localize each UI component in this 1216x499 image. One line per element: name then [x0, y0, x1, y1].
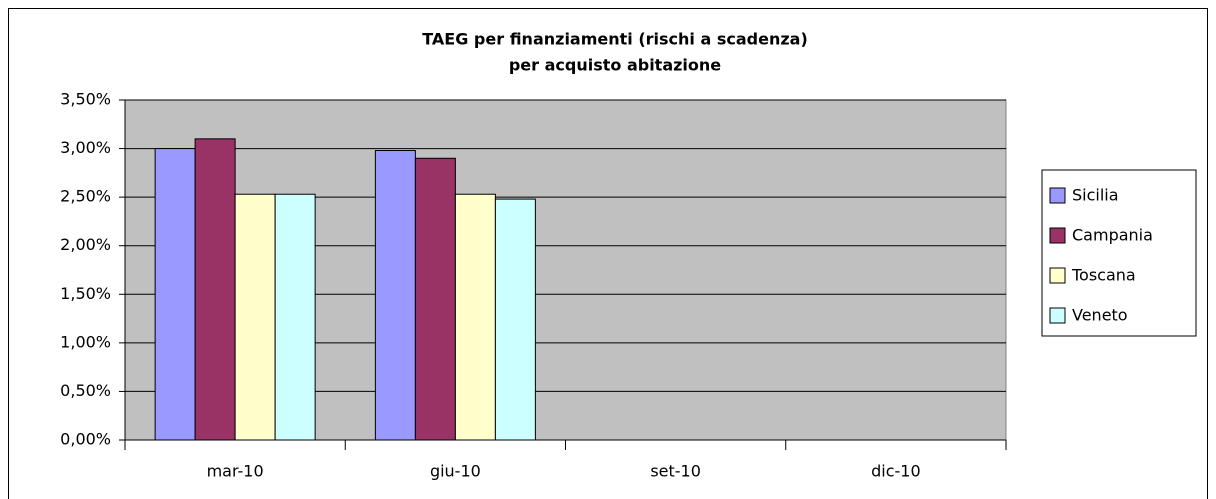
chart-subtitle: per acquisto abitazione	[509, 56, 721, 75]
y-tick-label: 0,00%	[60, 430, 111, 449]
legend-swatch	[1049, 227, 1066, 244]
legend-label: Toscana	[1071, 266, 1136, 285]
y-tick-label: 2,50%	[60, 187, 111, 206]
bar	[234, 193, 276, 441]
legend-label: Veneto	[1072, 306, 1128, 325]
legend-swatch	[1049, 267, 1066, 284]
bar	[154, 148, 196, 441]
legend-swatch	[1049, 307, 1066, 324]
bar	[274, 193, 316, 441]
bar	[454, 193, 496, 441]
x-tick-label: set-10	[650, 462, 701, 481]
y-tick-label: 2,00%	[60, 235, 111, 254]
x-tick-label: giu-10	[430, 462, 481, 481]
legend-label: Campania	[1072, 226, 1153, 245]
bar	[374, 150, 416, 441]
legend-label: Sicilia	[1072, 186, 1119, 205]
legend-swatch	[1049, 187, 1066, 204]
legend-box	[1041, 169, 1197, 337]
y-tick-label: 3,00%	[60, 138, 111, 157]
x-tick-label: dic-10	[871, 462, 921, 481]
x-tick-label: mar-10	[207, 462, 264, 481]
bar	[194, 138, 236, 441]
y-tick-label: 3,50%	[60, 90, 111, 109]
y-tick-label: 1,00%	[60, 332, 111, 351]
bar	[414, 157, 456, 441]
y-tick-label: 1,50%	[60, 284, 111, 303]
bar	[494, 198, 536, 441]
y-tick-label: 0,50%	[60, 381, 111, 400]
chart-title: TAEG per finanziamenti (rischi a scadenz…	[422, 30, 808, 49]
